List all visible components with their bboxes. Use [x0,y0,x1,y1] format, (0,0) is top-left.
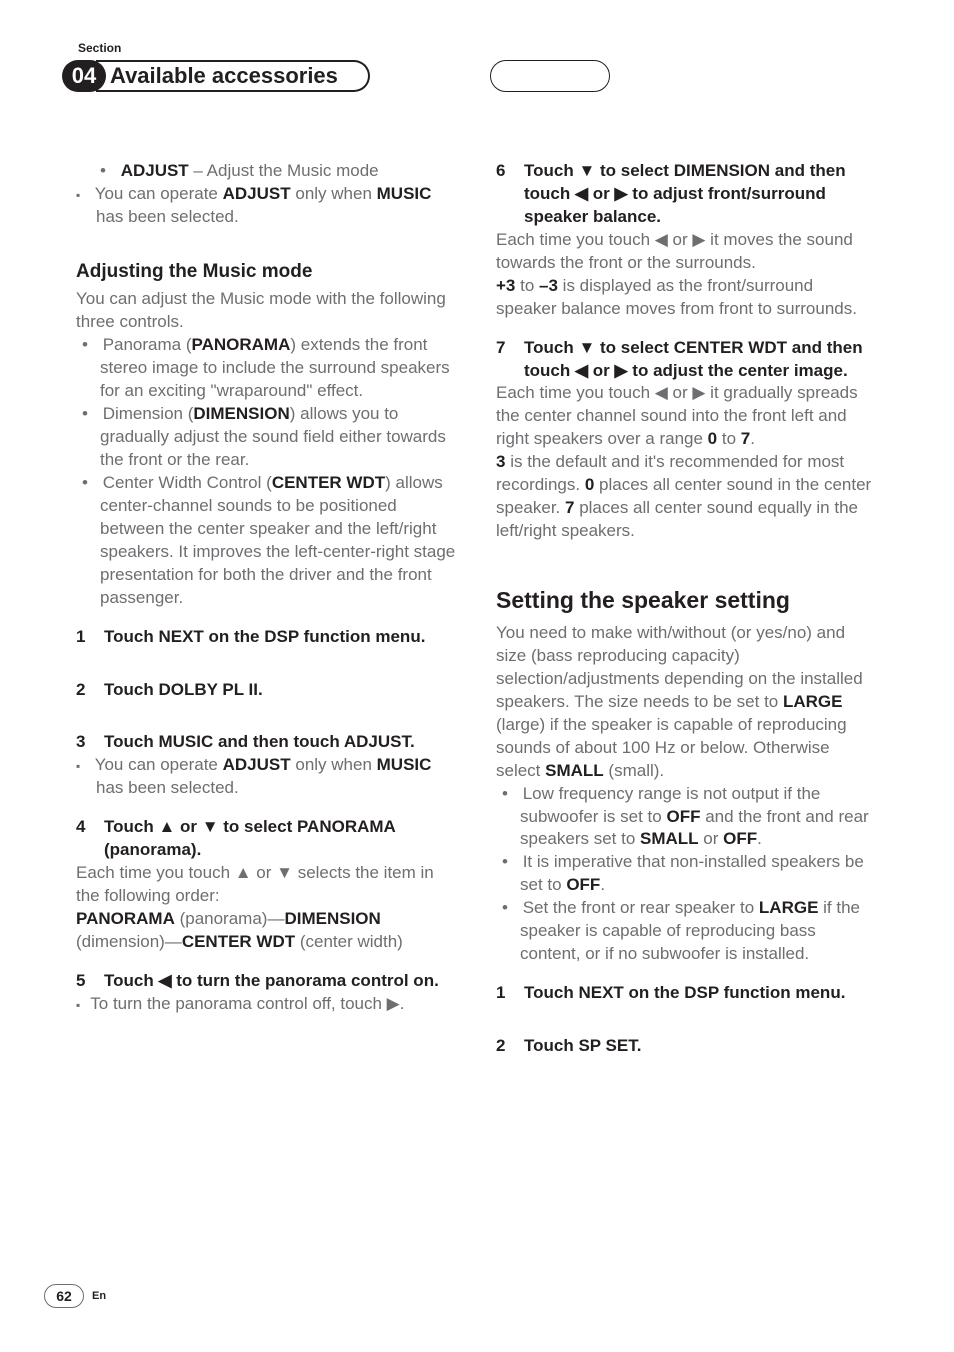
text: Each time you touch ◀ or ▶ it moves the … [496,230,853,272]
text: PANORAMA [192,335,291,354]
text: (small). [604,761,664,780]
text: Dimension ( [103,404,194,423]
step-6-body: Each time you touch ◀ or ▶ it moves the … [496,229,878,321]
text: (dimension)— [76,932,182,951]
text: ADJUST [121,161,189,180]
text: SMALL [545,761,604,780]
text: . [600,875,605,894]
text: LARGE [759,898,819,917]
speaker-bullet-3: Set the front or rear speaker to LARGE i… [496,897,878,966]
text: Touch ▼ to select DIMENSION and then tou… [524,161,846,226]
adjust-bullet: ADJUST – Adjust the Music mode [76,160,458,183]
page-title: Available accessories [110,61,338,91]
text: 0 [708,429,717,448]
step-7-body: Each time you touch ◀ or ▶ it gradually … [496,382,878,543]
page-body: ADJUST – Adjust the Music mode You can o… [76,160,878,1262]
speaker-bullet-1: Low frequency range is not output if the… [496,783,878,852]
adjust-note: You can operate ADJUST only when MUSIC h… [76,183,458,229]
text: PANORAMA [76,909,175,928]
section-label: Section [78,40,121,56]
step-7: 7Touch ▼ to select CENTER WDT and then t… [496,337,878,383]
text: –3 [539,276,558,295]
text: CENTER WDT [272,473,385,492]
text: to [717,429,741,448]
text: 0 [585,475,594,494]
text: Touch ◀ to turn the panorama control on. [104,971,439,990]
text: DIMENSION [284,909,380,928]
text: (center width) [295,932,403,951]
text: Center Width Control ( [103,473,272,492]
text: Touch MUSIC and then touch ADJUST. [104,732,415,751]
text: Touch DOLBY PL II. [104,680,263,699]
text: – Adjust the Music mode [189,161,379,180]
step-5-note: To turn the panorama control off, touch … [76,993,458,1016]
page-footer: 62 En [44,1284,106,1308]
text: You can operate [95,184,223,203]
text: CENTER WDT [182,932,295,951]
bullet-panorama: Panorama (PANORAMA) extends the front st… [76,334,458,403]
text: only when [291,755,377,774]
step-1: 1Touch NEXT on the DSP function menu. [76,626,458,649]
text: MUSIC [377,184,432,203]
text: Panorama ( [103,335,192,354]
music-intro: You can adjust the Music mode with the f… [76,288,458,334]
step-4-body: Each time you touch ▲ or ▼ selects the i… [76,862,458,908]
text: DIMENSION [193,404,289,423]
bullet-dimension: Dimension (DIMENSION) allows you to grad… [76,403,458,472]
text: +3 [496,276,515,295]
bullet-center-wdt: Center Width Control (CENTER WDT) allows… [76,472,458,610]
text: . [750,429,755,448]
step-4: 4Touch ▲ or ▼ to select PANORAMA (panora… [76,816,458,862]
page-title-pill: Available accessories [96,60,370,92]
text: OFF [666,807,700,826]
text: has been selected. [96,778,239,797]
step-5: 5Touch ◀ to turn the panorama control on… [76,970,458,993]
text: OFF [566,875,600,894]
text: LARGE [783,692,843,711]
page-header: 04 Available accessories [62,58,892,94]
text: OFF [723,829,757,848]
heading-adjust-music: Adjusting the Music mode [76,259,458,285]
text: ADJUST [223,755,291,774]
page-number: 62 [44,1284,84,1308]
text: to [515,276,539,295]
text: Touch NEXT on the DSP function menu. [104,627,425,646]
text: Each time you touch ◀ or ▶ it gradually … [496,383,858,448]
text: (panorama)— [175,909,285,928]
text: Touch ▲ or ▼ to select PANORAMA (panoram… [104,817,395,859]
heading-speaker-setting: Setting the speaker setting [496,585,878,616]
step-3: 3Touch MUSIC and then touch ADJUST. [76,731,458,754]
text: SMALL [640,829,699,848]
text: You can operate [95,755,223,774]
text: Touch SP SET. [524,1036,641,1055]
speaker-intro: You need to make with/without (or yes/no… [496,622,878,783]
section-number-badge: 04 [62,60,106,92]
speaker-step-1: 1Touch NEXT on the DSP function menu. [496,982,878,1005]
speaker-step-2: 2Touch SP SET. [496,1035,878,1058]
text: only when [291,184,377,203]
step-4-sequence: PANORAMA (panorama)—DIMENSION (dimension… [76,908,458,954]
text: MUSIC [377,755,432,774]
step-2: 2Touch DOLBY PL II. [76,679,458,702]
text: Touch ▼ to select CENTER WDT and then to… [524,338,863,380]
text: ADJUST [223,184,291,203]
page-language: En [92,1289,106,1304]
step-3-note: You can operate ADJUST only when MUSIC h… [76,754,458,800]
text: Set the front or rear speaker to [523,898,759,917]
text: . [757,829,762,848]
header-decorative-pill [490,60,610,92]
text: 7 [741,429,750,448]
text: Touch NEXT on the DSP function menu. [524,983,845,1002]
text: ) allows center-channel sounds to be pos… [100,473,455,607]
text: or [699,829,724,848]
speaker-bullet-2: It is imperative that non-installed spea… [496,851,878,897]
step-6: 6Touch ▼ to select DIMENSION and then to… [496,160,878,229]
text: has been selected. [96,207,239,226]
